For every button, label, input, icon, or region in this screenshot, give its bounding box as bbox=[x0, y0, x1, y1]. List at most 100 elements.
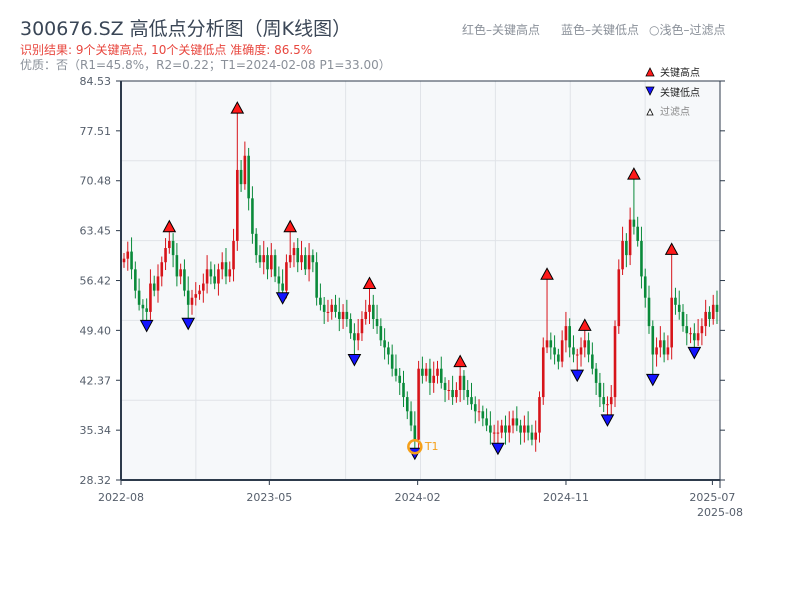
candle bbox=[489, 411, 492, 445]
candle-body bbox=[236, 169, 239, 241]
candle-body bbox=[553, 347, 556, 355]
candle bbox=[251, 186, 254, 244]
candle bbox=[632, 179, 636, 235]
candle bbox=[594, 363, 598, 395]
candle-body bbox=[277, 276, 281, 284]
key-high-marker bbox=[577, 318, 592, 331]
y-tick-label: 28.32 bbox=[80, 474, 112, 487]
candle bbox=[455, 382, 458, 403]
candle-body bbox=[643, 276, 647, 298]
candle-body bbox=[447, 389, 451, 391]
candle-body bbox=[613, 326, 617, 398]
candle-body bbox=[477, 411, 481, 413]
candle bbox=[194, 282, 198, 306]
candle-body bbox=[205, 269, 209, 284]
candle-body bbox=[394, 368, 398, 376]
candle-body bbox=[322, 304, 326, 312]
candle-body bbox=[647, 297, 651, 327]
candle-body bbox=[273, 255, 277, 277]
candle-body bbox=[288, 255, 292, 263]
candle-body bbox=[337, 311, 341, 320]
candle-body bbox=[266, 255, 269, 270]
candle bbox=[538, 391, 541, 443]
candle bbox=[315, 252, 318, 306]
candle bbox=[353, 323, 356, 355]
t1-label: T1 bbox=[424, 440, 439, 453]
candle bbox=[402, 370, 405, 408]
candle-body bbox=[311, 255, 315, 263]
candle-body bbox=[534, 432, 538, 440]
candle bbox=[356, 319, 360, 351]
legend-red-note: 红色–关键高点 bbox=[462, 23, 541, 37]
candle-body bbox=[326, 311, 330, 313]
candle-body bbox=[439, 368, 443, 383]
candle-body bbox=[715, 304, 719, 312]
x-tick-label: 2023-05 bbox=[246, 491, 292, 504]
candle-body bbox=[349, 319, 352, 334]
candle bbox=[572, 335, 575, 363]
candle bbox=[311, 249, 315, 273]
candle bbox=[190, 289, 194, 315]
candle bbox=[662, 332, 666, 363]
key-low-marker bbox=[139, 319, 154, 333]
candle bbox=[160, 256, 164, 287]
candle bbox=[205, 255, 209, 294]
candle-body bbox=[247, 155, 250, 199]
quality-info: 优质：否（R1=45.8%，R2=0.22；T1=2024-02-08 P1=3… bbox=[20, 58, 391, 72]
candle-body bbox=[519, 425, 522, 433]
candle-body bbox=[606, 404, 609, 406]
candle-body bbox=[243, 155, 247, 185]
key-high-marker bbox=[162, 219, 177, 233]
candle bbox=[413, 411, 417, 449]
candle bbox=[326, 299, 330, 322]
candle bbox=[375, 304, 379, 334]
candle bbox=[183, 259, 186, 297]
x-tick-label: 2022-08 bbox=[98, 491, 144, 504]
candle-body bbox=[666, 347, 670, 355]
candle-body bbox=[541, 347, 545, 398]
candle bbox=[481, 405, 485, 427]
candle bbox=[432, 361, 436, 393]
candle-body bbox=[492, 432, 496, 434]
candle bbox=[564, 311, 568, 353]
candle bbox=[473, 396, 477, 424]
y-tick-label: 77.51 bbox=[80, 125, 112, 138]
candle-body bbox=[319, 297, 322, 305]
candle-body bbox=[677, 304, 681, 312]
candle bbox=[447, 380, 451, 400]
candle bbox=[277, 266, 281, 296]
candle bbox=[330, 299, 334, 320]
candle-body bbox=[621, 240, 624, 270]
candle-body bbox=[526, 425, 530, 433]
candle-body bbox=[485, 418, 488, 426]
candle-body bbox=[655, 347, 658, 355]
candle bbox=[628, 207, 632, 266]
candle-body bbox=[383, 340, 386, 348]
candle-body bbox=[575, 354, 579, 356]
candle bbox=[383, 328, 386, 360]
candle bbox=[349, 313, 352, 339]
candle bbox=[511, 410, 515, 434]
candle-body bbox=[579, 347, 583, 355]
candle bbox=[477, 399, 481, 422]
candle bbox=[439, 356, 443, 389]
candle-body bbox=[375, 319, 379, 327]
candle bbox=[186, 276, 190, 319]
candle-body bbox=[473, 404, 477, 412]
candle-body bbox=[685, 326, 689, 334]
candle bbox=[553, 335, 556, 365]
key-low-marker bbox=[570, 369, 585, 383]
candle bbox=[130, 237, 133, 280]
candle bbox=[677, 290, 681, 320]
candle-body bbox=[545, 340, 549, 348]
candle bbox=[549, 332, 553, 360]
candle-body bbox=[443, 382, 447, 390]
candle-body bbox=[583, 340, 587, 348]
candle bbox=[519, 419, 522, 445]
candle bbox=[617, 259, 621, 334]
candle bbox=[640, 226, 643, 289]
candle-body bbox=[315, 262, 318, 298]
candle bbox=[387, 341, 390, 365]
page-title: 300676.SZ 高低点分析图（周K线图） bbox=[20, 18, 352, 40]
candle-body bbox=[390, 354, 394, 369]
